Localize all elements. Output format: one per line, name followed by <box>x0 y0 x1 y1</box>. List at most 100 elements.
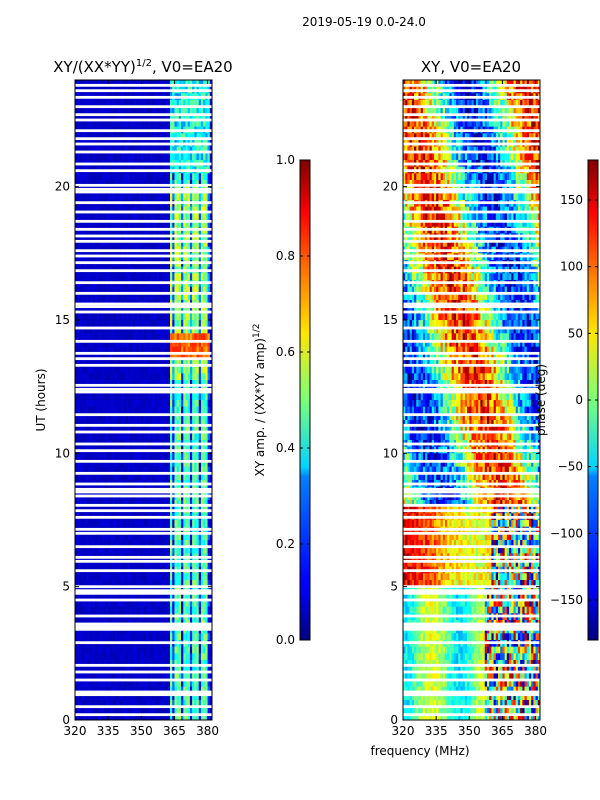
amplitude-cell <box>86 593 89 601</box>
amplitude-cell <box>101 420 105 428</box>
amplitude-cell <box>152 346 155 354</box>
amplitude-cell <box>88 413 91 421</box>
amplitude-cell <box>99 366 102 374</box>
amplitude-cell <box>110 173 113 181</box>
amplitude-cell <box>121 453 125 461</box>
amplitude-cell <box>83 420 87 428</box>
amplitude-cell <box>145 333 149 341</box>
amplitude-cell <box>99 180 102 188</box>
amplitude-cell <box>103 333 107 341</box>
amplitude-cell <box>189 320 193 328</box>
amplitude-cell <box>81 213 85 221</box>
amplitude-cell <box>194 306 197 314</box>
amplitude-cell <box>192 473 195 481</box>
amplitude-cell <box>165 106 169 114</box>
amplitude-cell <box>81 406 85 414</box>
amplitude-cell <box>114 433 118 441</box>
amplitude-cell <box>178 133 182 141</box>
amplitude-cell <box>205 146 208 154</box>
amplitude-cell <box>99 420 102 428</box>
amplitude-cell <box>121 340 125 348</box>
amplitude-cell <box>75 420 78 428</box>
amplitude-cell <box>176 113 180 121</box>
amplitude-cell <box>192 240 195 248</box>
amplitude-cell <box>99 80 102 88</box>
amplitude-cell <box>192 133 195 141</box>
amplitude-cell <box>150 173 153 181</box>
amplitude-cell <box>152 180 155 188</box>
amplitude-cell <box>170 606 173 614</box>
amplitude-cell <box>172 453 175 461</box>
amplitude-cell <box>196 326 200 334</box>
amplitude-cell <box>105 133 109 141</box>
amplitude-cell <box>130 533 133 541</box>
amplitude-cell <box>147 353 151 361</box>
amplitude-cell <box>152 380 155 388</box>
amplitude-cell <box>178 580 182 588</box>
amplitude-cell <box>150 473 153 481</box>
amplitude-cell <box>128 306 131 314</box>
amplitude-cell <box>94 133 98 141</box>
amplitude-cell <box>88 380 91 388</box>
amplitude-cell <box>139 180 142 188</box>
amplitude-cell <box>203 133 206 141</box>
amplitude-cell <box>200 393 204 401</box>
amplitude-cell <box>125 146 129 154</box>
amplitude-cell <box>81 120 85 128</box>
amplitude-cell <box>156 180 160 188</box>
amplitude-cell <box>97 580 100 588</box>
amplitude-cell <box>139 320 142 328</box>
amplitude-cell <box>167 520 171 528</box>
amplitude-cell <box>105 273 109 281</box>
amplitude-cell <box>139 346 142 354</box>
amplitude-cell <box>205 533 208 541</box>
amplitude-cell <box>108 400 111 408</box>
amplitude-cell <box>143 286 147 294</box>
amplitude-cell <box>75 286 78 294</box>
amplitude-cell <box>99 326 102 334</box>
amplitude-cell <box>97 546 100 554</box>
amplitude-cell <box>92 113 96 121</box>
amplitude-cell <box>139 306 142 314</box>
amplitude-cell <box>139 100 142 108</box>
amplitude-cell <box>99 106 102 114</box>
amplitude-cell <box>156 573 160 581</box>
amplitude-cell <box>125 133 129 141</box>
amplitude-cell <box>187 540 191 548</box>
amplitude-cell <box>192 560 195 568</box>
amplitude-cell <box>172 240 175 248</box>
amplitude-cell <box>172 180 175 188</box>
amplitude-cell <box>178 460 182 468</box>
amplitude-cell <box>105 560 109 568</box>
amplitude-cell <box>128 580 131 588</box>
amplitude-cell <box>178 393 182 401</box>
amplitude-cell <box>116 193 120 201</box>
amplitude-cell <box>130 180 133 188</box>
amplitude-cell <box>174 600 178 608</box>
amplitude-cell <box>150 466 153 474</box>
amplitude-cell <box>172 420 175 428</box>
amplitude-cell <box>134 580 138 588</box>
amplitude-cell <box>194 540 197 548</box>
amplitude-cell <box>170 460 173 468</box>
amplitude-cell <box>194 546 197 554</box>
amplitude-cell <box>130 220 133 228</box>
amplitude-cell <box>161 380 164 388</box>
amplitude-cell <box>181 453 184 461</box>
amplitude-cell <box>158 206 162 214</box>
amplitude-cell <box>110 600 113 608</box>
amplitude-cell <box>172 573 175 581</box>
amplitude-cell <box>141 286 144 294</box>
amplitude-cell <box>194 460 197 468</box>
amplitude-cell <box>161 333 164 341</box>
amplitude-cell <box>156 100 160 108</box>
amplitude-cell <box>178 346 182 354</box>
amplitude-cell <box>112 273 116 281</box>
amplitude-cell <box>123 306 127 314</box>
amplitude-cell <box>145 313 149 321</box>
amplitude-cell <box>136 313 140 321</box>
amplitude-cell <box>187 533 191 541</box>
amplitude-cell <box>150 380 153 388</box>
amplitude-cell <box>158 606 162 614</box>
amplitude-cell <box>183 573 186 581</box>
